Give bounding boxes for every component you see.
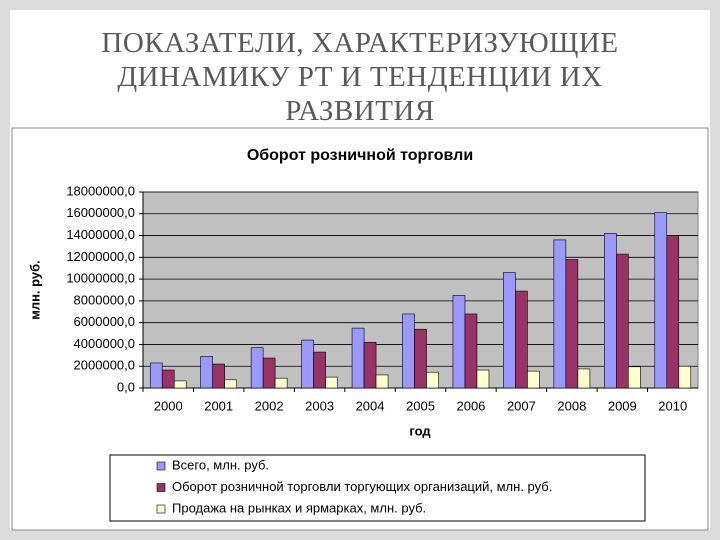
bar — [173, 380, 187, 389]
y-tick-label: 10000000,0 — [66, 271, 135, 286]
y-tick-label: 2000000,0 — [74, 358, 135, 373]
bar — [476, 369, 490, 389]
bar — [565, 259, 579, 389]
x-tick-label: 2002 — [255, 398, 284, 413]
slide-title: ПОКАЗАТЕЛИ, ХАРАКТЕРИЗУЮЩИЕ ДИНАМИКУ РТ … — [101, 27, 619, 127]
bar — [527, 370, 540, 389]
y-axis-label: млн. руб. — [27, 260, 42, 320]
y-tick-label: 16000000,0 — [66, 205, 135, 220]
bar — [628, 366, 641, 389]
y-tick-label: 0,0 — [117, 379, 135, 394]
bar — [351, 327, 365, 389]
bar — [325, 376, 338, 389]
bar — [262, 357, 276, 389]
bar — [503, 272, 516, 389]
legend-swatch — [156, 483, 166, 492]
bar — [616, 253, 629, 389]
bar — [426, 371, 439, 389]
x-tick-label: 2007 — [507, 398, 536, 413]
bar — [313, 351, 326, 389]
bar — [577, 368, 591, 389]
bar — [678, 365, 692, 389]
bar — [149, 362, 163, 389]
legend-label: Оборот розничной торговли торгующих орга… — [172, 479, 552, 494]
legend-label: Всего, млн. руб. — [172, 457, 269, 472]
y-tick-label: 8000000,0 — [74, 292, 135, 307]
y-tick-label: 14000000,0 — [66, 227, 135, 242]
chart-title: Оборот розничной торговли — [247, 147, 473, 164]
x-tick-label: 2005 — [406, 398, 435, 413]
x-tick-label: 2009 — [608, 398, 637, 413]
bar — [274, 377, 288, 389]
y-tick-label: 4000000,0 — [74, 336, 135, 351]
y-tick-label: 18000000,0 — [66, 183, 135, 198]
x-axis-label: год — [409, 423, 431, 438]
bar — [224, 379, 237, 389]
y-tick-label: 6000000,0 — [74, 314, 135, 329]
legend-swatch — [156, 504, 166, 514]
x-tick-label: 2008 — [557, 398, 586, 413]
bar — [414, 328, 427, 389]
bar — [375, 374, 389, 389]
bar — [515, 290, 528, 389]
bar — [402, 313, 415, 389]
x-tick-label: 2004 — [356, 398, 385, 413]
bar — [464, 313, 478, 389]
bar — [666, 235, 680, 389]
legend-swatch — [156, 461, 166, 471]
legend-box — [109, 454, 646, 522]
x-tick-label: 2003 — [305, 398, 334, 413]
x-tick-label: 2010 — [658, 398, 687, 413]
bar — [212, 363, 225, 389]
bar — [200, 356, 213, 389]
bar — [161, 369, 175, 389]
bar — [654, 212, 668, 389]
legend-label: Продажа на рынках и ярмарках, млн. руб. — [172, 500, 426, 515]
bar — [604, 233, 617, 389]
bar — [250, 347, 264, 389]
y-tick-label: 12000000,0 — [66, 249, 135, 264]
bar — [452, 295, 466, 389]
bar — [363, 341, 377, 389]
x-tick-label: 2006 — [456, 398, 485, 413]
bar — [301, 339, 314, 389]
x-tick-label: 2001 — [204, 398, 233, 413]
bar — [553, 239, 567, 389]
x-tick-label: 2000 — [154, 398, 183, 413]
